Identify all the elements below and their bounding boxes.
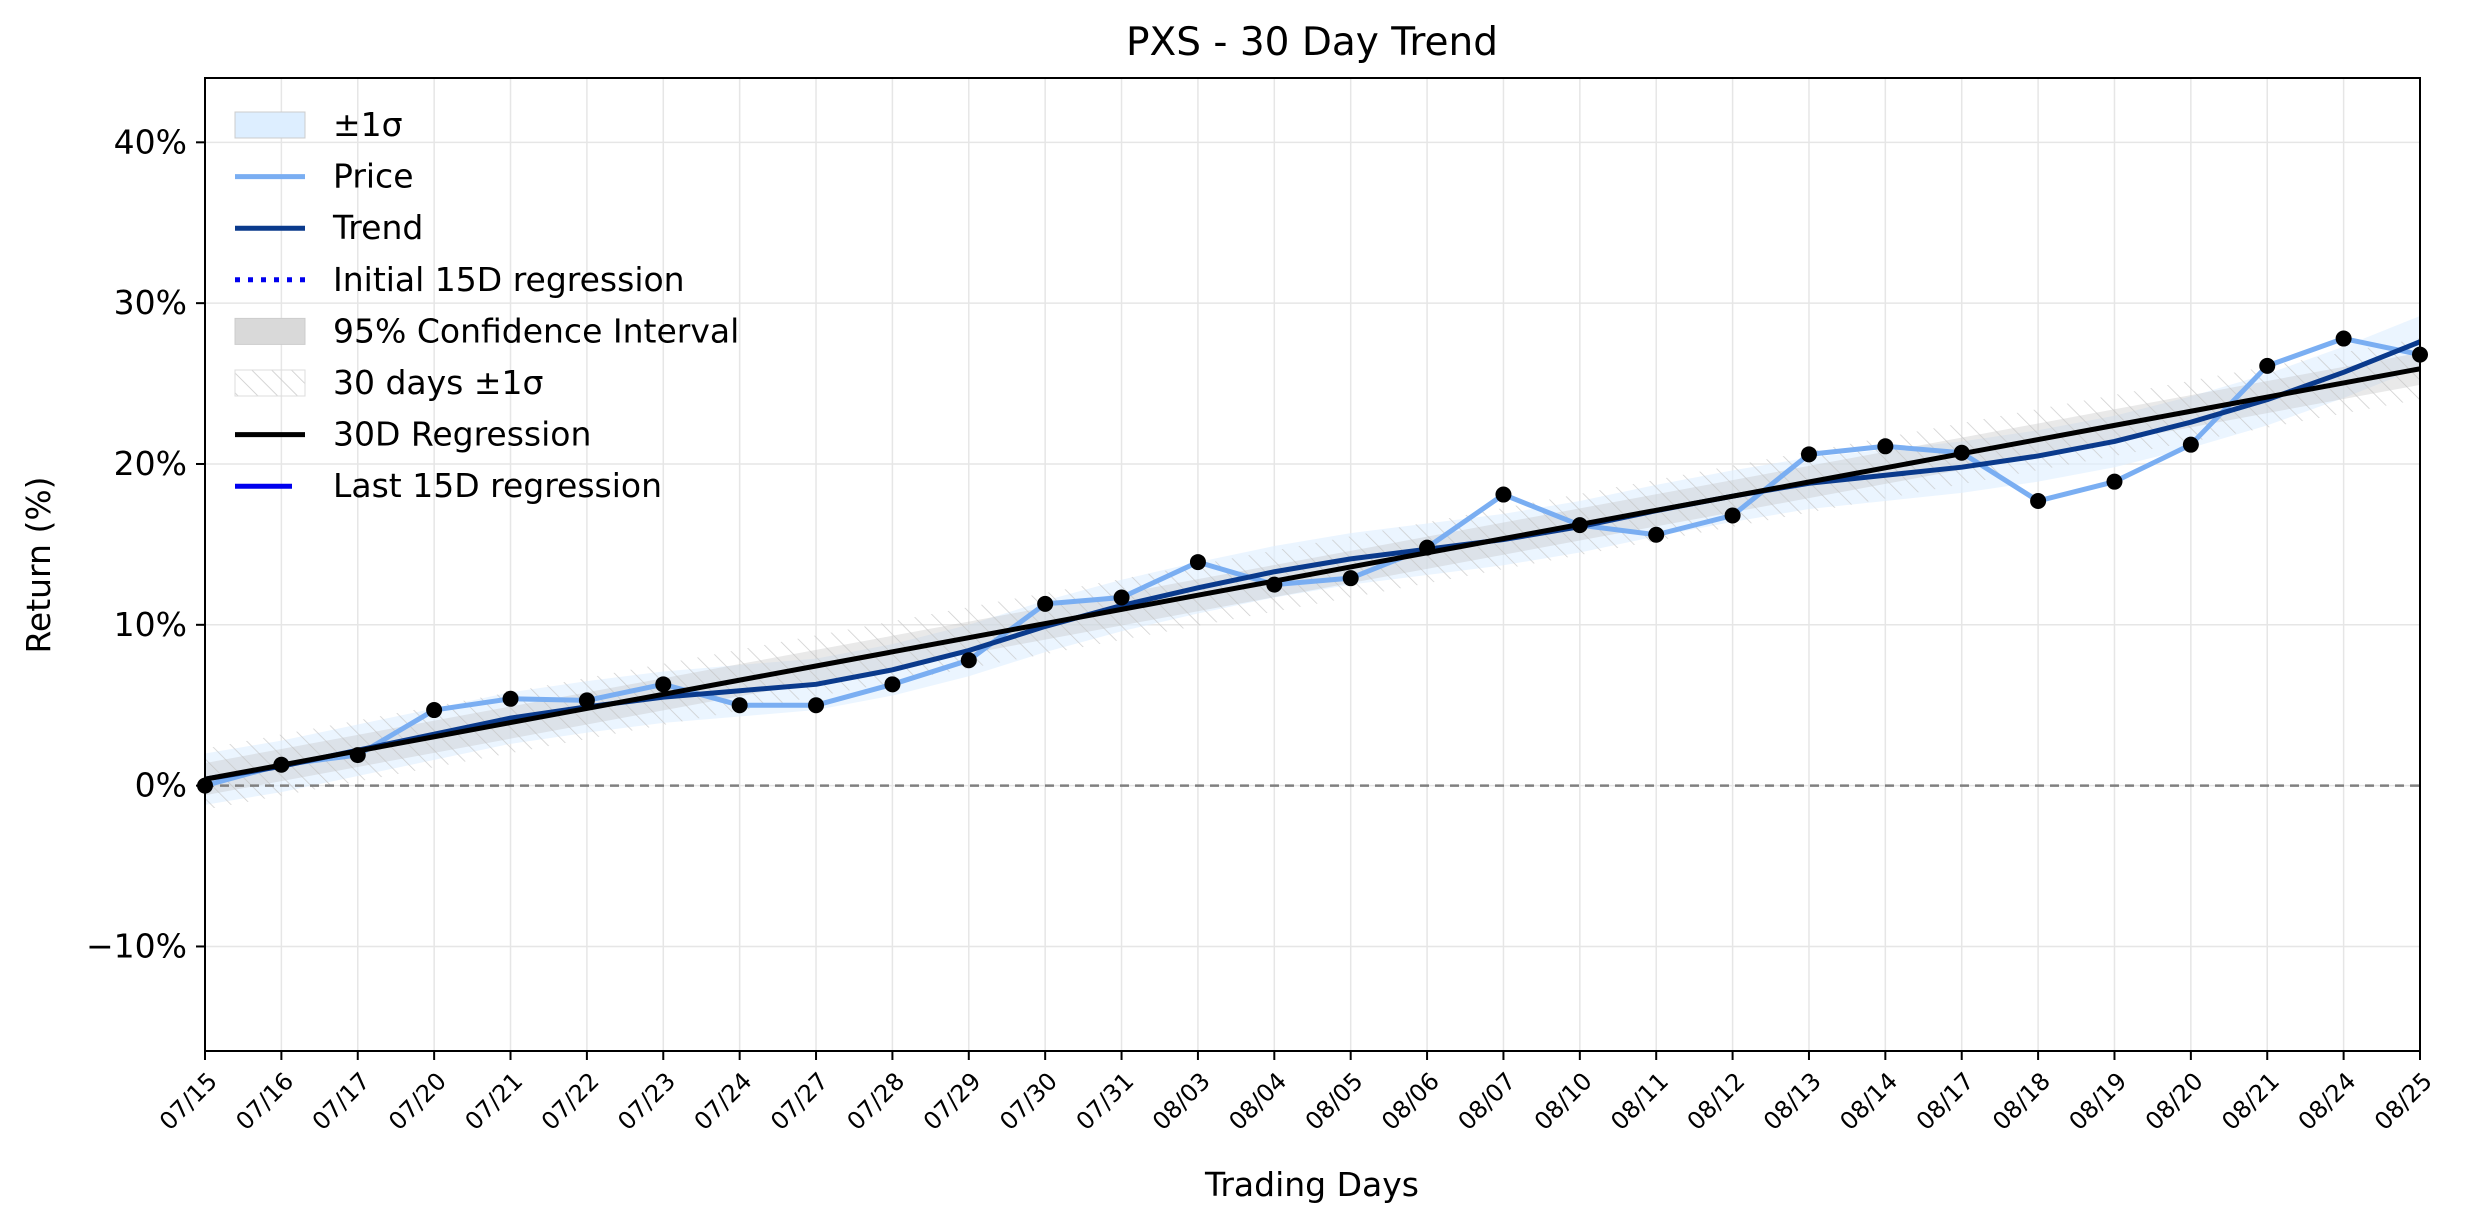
price-point bbox=[1648, 526, 1665, 543]
legend-label: 95% Confidence Interval bbox=[333, 311, 739, 350]
plot-frame bbox=[204, 77, 2421, 1052]
y-tick-label: 40% bbox=[114, 122, 187, 161]
x-tick-label: 08/21 bbox=[2216, 1067, 2285, 1136]
x-tick-label: 08/24 bbox=[2293, 1067, 2362, 1136]
legend-swatch bbox=[234, 369, 306, 397]
x-tick-label: 07/28 bbox=[842, 1067, 911, 1136]
legend-swatch bbox=[234, 317, 306, 345]
price-point bbox=[2335, 330, 2352, 347]
legend-label: Trend bbox=[332, 208, 423, 247]
x-tick-label: 08/04 bbox=[1223, 1067, 1292, 1136]
x-tick-label: 07/21 bbox=[460, 1067, 529, 1136]
price-point bbox=[1419, 539, 1436, 556]
price-point bbox=[884, 676, 901, 693]
y-tick-label: 20% bbox=[114, 444, 187, 483]
price-point bbox=[2106, 473, 2123, 490]
price-point bbox=[2259, 357, 2276, 374]
legend-item: 95% Confidence Interval bbox=[234, 311, 739, 350]
x-tick-label: 07/29 bbox=[918, 1067, 987, 1136]
legend-label: Initial 15D regression bbox=[333, 260, 685, 299]
legend-swatch bbox=[234, 111, 306, 139]
x-tick-label: 07/23 bbox=[612, 1067, 681, 1136]
30d-regression-line bbox=[205, 366, 2420, 782]
y-tick-label: 30% bbox=[114, 283, 187, 322]
price-point bbox=[808, 697, 825, 714]
price-point bbox=[960, 652, 977, 669]
y-axis-label: Return (%) bbox=[19, 476, 58, 653]
legend-label: ±1σ bbox=[333, 105, 403, 144]
legend: ±1σ Price Trend Initial 15D regression 95% C… bbox=[234, 105, 739, 505]
x-axis-label: Trading Days bbox=[1204, 1165, 1419, 1204]
price-point bbox=[2030, 492, 2047, 509]
y-tick-label: 10% bbox=[114, 605, 187, 644]
x-tick-label: 07/15 bbox=[154, 1067, 223, 1136]
legend-item: Trend bbox=[235, 208, 423, 247]
x-tick-label: 07/31 bbox=[1071, 1067, 1140, 1136]
marker-layer bbox=[197, 330, 2428, 794]
price-point bbox=[1571, 517, 1588, 534]
price-line bbox=[205, 336, 2420, 789]
price-point bbox=[1877, 438, 1894, 455]
legend-item: Price bbox=[235, 157, 414, 196]
y-tick-label: −10% bbox=[86, 926, 187, 965]
legend-label: Price bbox=[333, 157, 414, 196]
legend-item: Last 15D regression bbox=[235, 466, 662, 505]
x-tick-label: 08/18 bbox=[1987, 1067, 2056, 1136]
x-tick-label: 07/20 bbox=[383, 1067, 452, 1136]
y-tick-label: 0% bbox=[135, 766, 187, 805]
x-tick-label: 08/25 bbox=[2369, 1067, 2438, 1136]
price-point bbox=[578, 692, 595, 709]
x-tick-label: 08/12 bbox=[1682, 1067, 1751, 1136]
legend-label: 30D Regression bbox=[333, 415, 591, 454]
x-tick-label: 08/10 bbox=[1529, 1067, 1598, 1136]
price-point bbox=[1189, 554, 1206, 571]
price-point bbox=[273, 756, 290, 773]
x-tick-label: 08/13 bbox=[1758, 1067, 1827, 1136]
x-tick-label: 08/20 bbox=[2140, 1067, 2209, 1136]
x-tick-label: 07/16 bbox=[230, 1067, 299, 1136]
price-point bbox=[1113, 589, 1130, 606]
legend-item: Initial 15D regression bbox=[235, 260, 685, 299]
x-tick-label: 08/14 bbox=[1834, 1067, 1903, 1136]
price-point bbox=[1800, 446, 1817, 463]
x-tick-label: 08/07 bbox=[1453, 1067, 1522, 1136]
legend-label: Last 15D regression bbox=[333, 466, 662, 505]
x-tick-label: 08/03 bbox=[1147, 1067, 1216, 1136]
x-tick-label: 07/17 bbox=[307, 1067, 376, 1136]
price-point bbox=[1342, 570, 1359, 587]
price-point bbox=[502, 690, 519, 707]
price-point bbox=[655, 676, 672, 693]
x-tick-label: 08/19 bbox=[2064, 1067, 2133, 1136]
legend-item: 30D Regression bbox=[235, 415, 591, 454]
x-tick-label: 07/30 bbox=[994, 1067, 1063, 1136]
x-tick-label: 07/27 bbox=[765, 1067, 834, 1136]
x-tick-label: 08/17 bbox=[1911, 1067, 1980, 1136]
chart-title: PXS - 30 Day Trend bbox=[1126, 20, 1498, 65]
legend-item: 30 days ±1σ bbox=[234, 363, 543, 402]
price-point bbox=[1037, 595, 1054, 612]
price-point bbox=[731, 697, 748, 714]
price-point bbox=[349, 747, 366, 764]
x-tick-label: 07/24 bbox=[689, 1067, 758, 1136]
x-tick-label: 08/05 bbox=[1300, 1067, 1369, 1136]
price-point bbox=[1724, 507, 1741, 524]
series-layer bbox=[205, 336, 2420, 789]
price-point bbox=[1495, 486, 1512, 503]
price-point bbox=[426, 702, 443, 719]
price-point bbox=[1953, 444, 1970, 461]
x-tick-label: 07/22 bbox=[536, 1067, 605, 1136]
x-tick-label: 08/11 bbox=[1605, 1067, 1674, 1136]
legend-label: 30 days ±1σ bbox=[333, 363, 543, 402]
price-point bbox=[2182, 436, 2199, 453]
price-point bbox=[1266, 576, 1283, 593]
x-tick-label: 08/06 bbox=[1376, 1067, 1445, 1136]
legend-item: ±1σ bbox=[234, 105, 403, 144]
